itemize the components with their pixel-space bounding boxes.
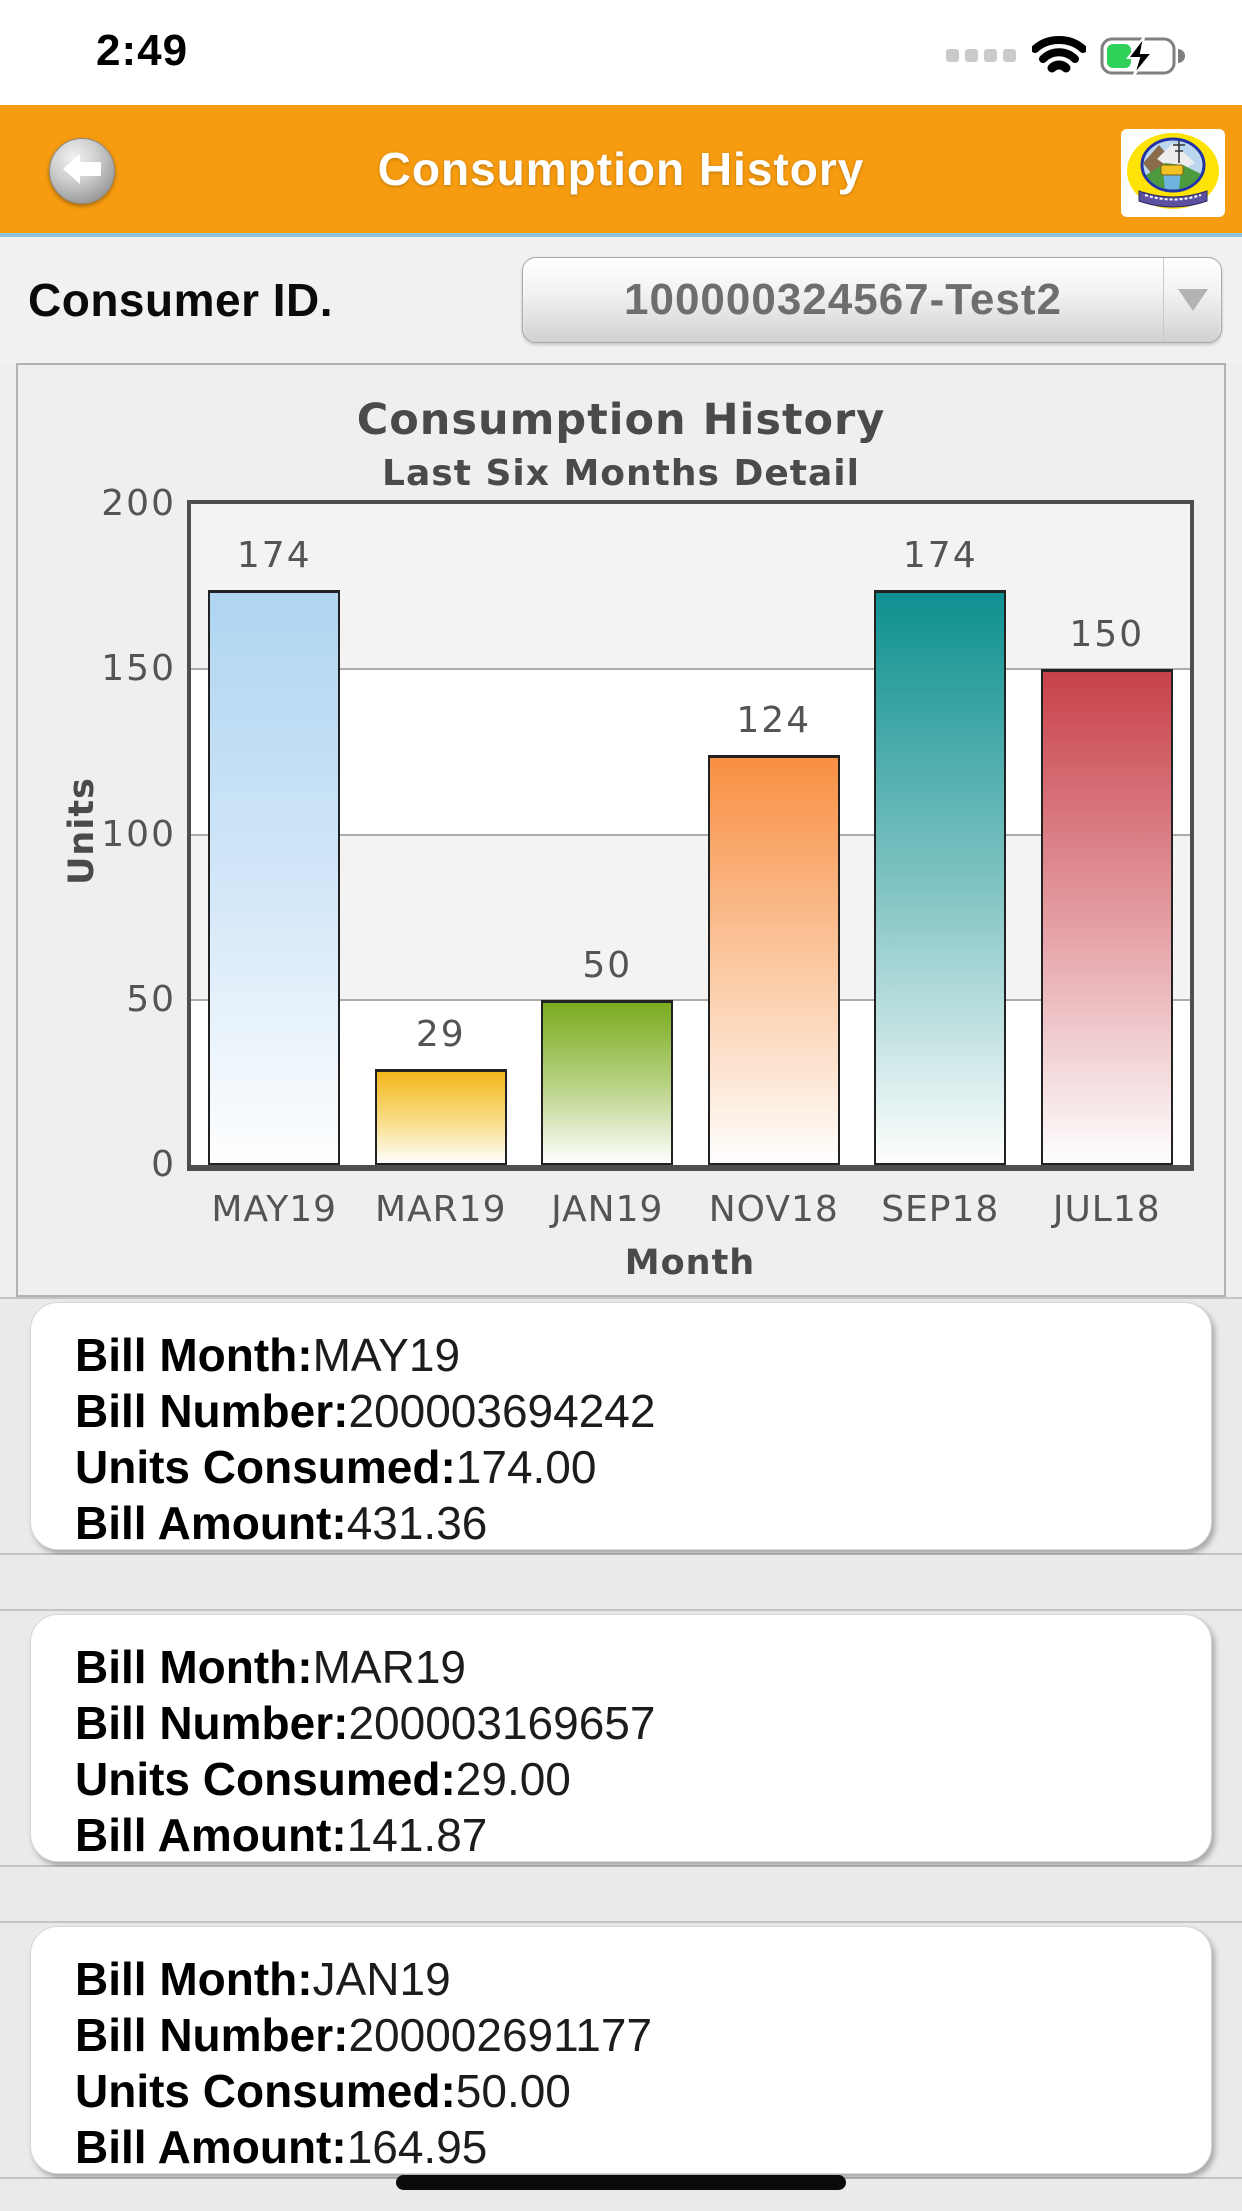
chart-subtitle: Last Six Months Detail (382, 453, 860, 494)
bar-value-label: 29 (415, 1014, 466, 1056)
x-label-JAN19: JAN19 (551, 1189, 664, 1230)
hpseb-logo-icon (1121, 129, 1225, 217)
bar-JUL18 (1040, 669, 1173, 1165)
dropdown-arrow-zone (1163, 258, 1221, 342)
bill-row-3: Bill Month:JAN19 Bill Number:20000269117… (0, 1921, 1242, 2179)
bar-value-label: 174 (902, 534, 978, 576)
consumption-chart: Consumption History Last Six Months Deta… (16, 363, 1226, 1297)
bar-value-label: 50 (582, 944, 633, 986)
bill-card[interactable]: Bill Month:MAY19 Bill Number:20000369424… (30, 1302, 1212, 1550)
bill-units-line: Units Consumed:29.00 (75, 1753, 571, 1805)
status-time: 2:49 (96, 26, 189, 75)
bill-amount-line: Bill Amount:164.95 (75, 2121, 488, 2173)
gridline-150 (191, 668, 1190, 671)
consumer-row: Consumer ID. 100000324567-Test2 (0, 237, 1242, 363)
chevron-down-icon (1177, 289, 1208, 311)
consumer-id-value: 100000324567-Test2 (624, 275, 1062, 324)
bar-NOV18 (707, 755, 840, 1165)
row-gap (0, 1867, 1242, 1921)
bill-card[interactable]: Bill Month:JAN19 Bill Number:20000269117… (30, 1926, 1212, 2174)
x-label-MAY19: MAY19 (211, 1189, 338, 1230)
bill-number-line: Bill Number:200003694242 (75, 1385, 656, 1437)
x-label-MAR19: MAR19 (374, 1189, 507, 1230)
wifi-icon (1031, 36, 1087, 81)
bar-MAY19 (208, 589, 341, 1165)
home-indicator[interactable] (396, 2175, 846, 2190)
bill-card[interactable]: Bill Month:MAR19 Bill Number:20000316965… (30, 1614, 1212, 1862)
x-axis-title: Month (624, 1243, 756, 1283)
bar-value-label: 124 (736, 700, 812, 742)
y-tick-200: 200 (101, 483, 176, 524)
gridline-50 (191, 998, 1190, 1001)
bar-value-label: 174 (236, 534, 312, 576)
plot-band (191, 834, 1190, 1000)
status-icons (946, 36, 1186, 81)
y-tick-50: 50 (126, 978, 176, 1020)
x-label-JUL18: JUL18 (1052, 1189, 1161, 1230)
bar-JAN19 (541, 999, 674, 1165)
status-bar: 2:49 (0, 0, 1242, 105)
plot-area: 174 29 50 124 174 150 (187, 500, 1194, 1171)
bill-row-2: Bill Month:MAR19 Bill Number:20000316965… (0, 1609, 1242, 1867)
cellular-signal-icon (946, 48, 1018, 69)
bill-month-line: Bill Month:MAR19 (75, 1641, 466, 1693)
y-tick-0: 0 (151, 1144, 176, 1185)
battery-charging-icon (1100, 36, 1186, 81)
bill-units-line: Units Consumed:50.00 (75, 2065, 571, 2117)
page-title: Consumption History (377, 143, 865, 195)
chart-title: Consumption History (356, 395, 886, 445)
x-label-SEP18: SEP18 (881, 1189, 1000, 1230)
x-label-NOV18: NOV18 (708, 1189, 839, 1230)
bill-amount-line: Bill Amount:431.36 (75, 1497, 488, 1549)
consumer-id-select[interactable]: 100000324567-Test2 (522, 257, 1222, 343)
plot-band (191, 669, 1190, 835)
bar-SEP18 (874, 589, 1007, 1165)
back-button[interactable] (49, 138, 115, 204)
chart-section: Consumption History Last Six Months Deta… (0, 363, 1242, 1297)
bill-row-1: Bill Month:MAY19 Bill Number:20000369424… (0, 1297, 1242, 1555)
bar-value-label: 150 (1069, 614, 1145, 656)
bill-month-line: Bill Month:JAN19 (75, 1953, 451, 2005)
gridline-100 (191, 833, 1190, 836)
plot-band (191, 504, 1190, 670)
consumer-id-label: Consumer ID. (28, 274, 334, 326)
y-axis-ticks: 0 50 100 150 200 (18, 483, 180, 1185)
row-gap (0, 1555, 1242, 1609)
bill-number-line: Bill Number:200002691177 (75, 2009, 653, 2061)
back-arrow-icon (60, 149, 104, 194)
y-tick-100: 100 (101, 813, 176, 855)
bar-MAR19 (374, 1069, 507, 1165)
bill-units-line: Units Consumed:174.00 (75, 1441, 597, 1493)
bill-amount-line: Bill Amount:141.87 (75, 1809, 488, 1861)
plot-band (191, 999, 1190, 1165)
bill-number-line: Bill Number:200003169657 (75, 1697, 656, 1749)
bill-month-line: Bill Month:MAY19 (75, 1329, 461, 1381)
y-tick-150: 150 (101, 648, 176, 690)
x-axis-labels: MAY19 MAR19 JAN19 NOV18 SEP18 JUL18 (191, 1189, 1190, 1230)
app-header: Consumption History (0, 105, 1242, 237)
